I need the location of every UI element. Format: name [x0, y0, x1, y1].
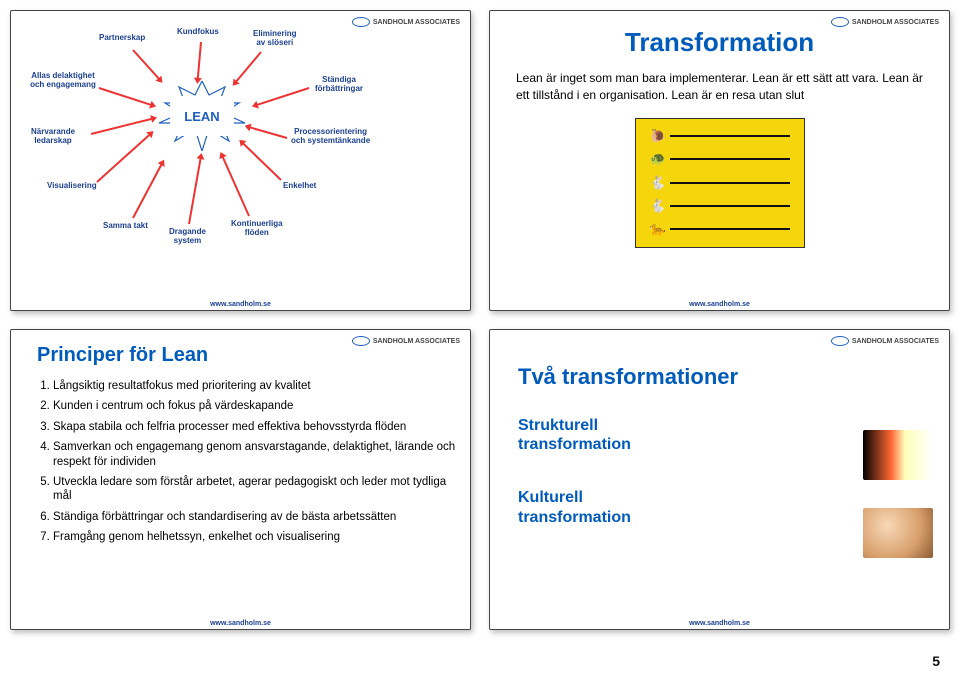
arrow [96, 133, 151, 183]
arrow [132, 49, 160, 80]
list-item: Samverkan och engagemang genom ansvarsta… [53, 440, 456, 469]
lbl-standiga: Ständiga förbättringar [315, 75, 363, 93]
arrow [255, 87, 309, 106]
footer-url: www.sandholm.se [490, 618, 949, 629]
lbl-dragande: Dragande system [169, 227, 206, 245]
arrow [235, 51, 262, 83]
list-item: Långsiktig resultatfokus med prioriterin… [53, 379, 456, 393]
logo-text: SANDHOLM ASSOCIATES [852, 19, 939, 26]
logo-text: SANDHOLM ASSOCIATES [852, 338, 939, 345]
arrow [99, 87, 153, 106]
slide-two-transformations: SANDHOLM ASSOCIATES Två transformationer… [489, 329, 950, 630]
s4-thumb-structural [863, 430, 933, 480]
s2-body: Lean är inget som man bara implementerar… [504, 70, 935, 104]
arrow [132, 163, 163, 219]
lbl-eliminering: Eliminering av slöseri [253, 29, 297, 47]
slide-transformation: SANDHOLM ASSOCIATES Transformation Lean … [489, 10, 950, 311]
lbl-enkelhet: Enkelhet [283, 181, 316, 190]
s4-title: Två transformationer [518, 364, 935, 390]
footer-url: www.sandholm.se [490, 299, 949, 310]
arrow [221, 155, 250, 216]
lbl-kontinuerliga: Kontinuerliga flöden [231, 219, 283, 237]
logo: SANDHOLM ASSOCIATES [831, 17, 939, 27]
s4-sub1b: transformation [518, 436, 631, 453]
arrow [197, 42, 202, 80]
footer-url: www.sandholm.se [11, 299, 470, 310]
lbl-allas: Allas delaktighet och engagemang [27, 71, 99, 89]
s4-sub2a: Kulturell [518, 489, 583, 506]
logo: SANDHOLM ASSOCIATES [352, 336, 460, 346]
list-item: Kunden i centrum och fokus på värdeskapa… [53, 399, 456, 413]
list-item: Framgång genom helhetssyn, enkelhet och … [53, 530, 456, 544]
arrow [248, 126, 287, 139]
s2-title: Transformation [504, 27, 935, 58]
s4-thumb-cultural [863, 508, 933, 558]
lbl-partnerskap: Partnerskap [99, 33, 145, 42]
page-number: 5 [932, 653, 940, 669]
arrow [188, 157, 202, 224]
lbl-visualisering: Visualisering [47, 181, 97, 190]
footer-url: www.sandholm.se [11, 618, 470, 629]
lbl-process: Processorientering och systemtänkande [291, 127, 370, 145]
s3-title: Principer för Lean [37, 344, 456, 367]
logo: SANDHOLM ASSOCIATES [831, 336, 939, 346]
s4-sub1a: Strukturell [518, 417, 598, 434]
list-item: Skapa stabila och felfria processer med … [53, 420, 456, 434]
lean-center-label: LEAN [170, 96, 234, 136]
s4-sub2b: transformation [518, 509, 631, 526]
lbl-narvarande: Närvarande ledarskap [31, 127, 75, 145]
arrow [91, 118, 154, 135]
logo-text: SANDHOLM ASSOCIATES [373, 338, 460, 345]
s2-race-image: 🐌 🐢 🐇 🐇 🐆 [635, 118, 805, 248]
s3-list: Långsiktig resultatfokus med prioriterin… [25, 379, 456, 544]
slide-principer: SANDHOLM ASSOCIATES Principer för Lean L… [10, 329, 471, 630]
lbl-samma: Samma takt [103, 221, 148, 230]
list-item: Ständiga förbättringar och standardiseri… [53, 510, 456, 524]
arrow [241, 142, 281, 181]
lbl-kundfokus: Kundfokus [177, 27, 219, 36]
slide-lean-diagram: SANDHOLM ASSOCIATES LEAN Partnerskap Kun… [10, 10, 471, 311]
list-item: Utveckla ledare som förstår arbetet, age… [53, 475, 456, 504]
